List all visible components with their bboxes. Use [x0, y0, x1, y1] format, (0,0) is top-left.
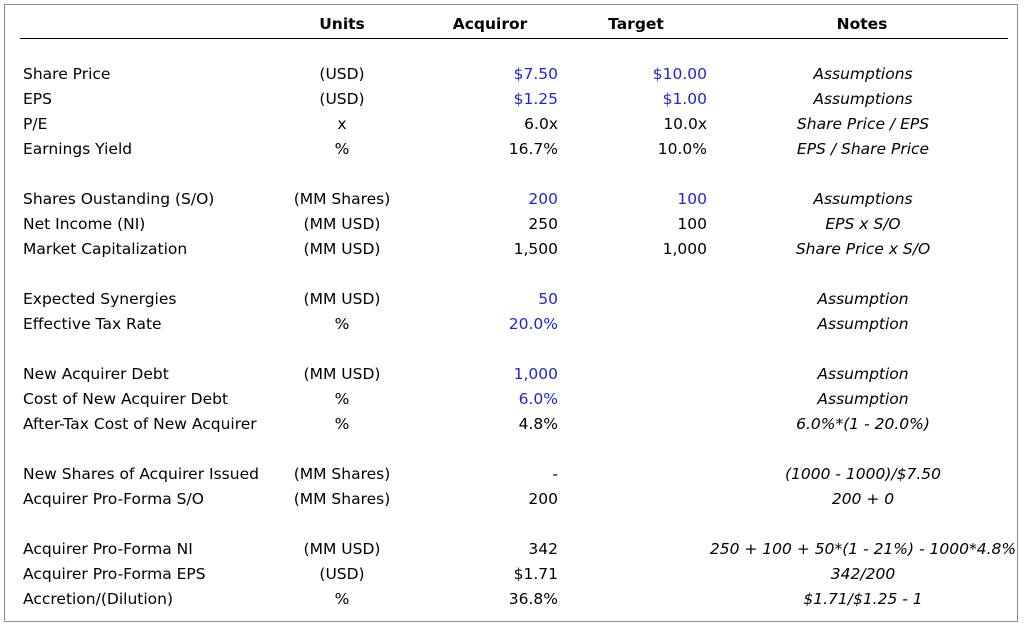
row-acquiror-value: 36.8% — [508, 590, 558, 608]
row-acquiror-value: 200 — [528, 490, 558, 508]
row-label: Share Price — [23, 65, 111, 83]
row-unit: % — [334, 140, 350, 158]
row-label: New Shares of Acquirer Issued — [23, 465, 259, 483]
row-note: Assumptions — [813, 190, 913, 208]
row-acquiror-value: $1.71 — [513, 565, 558, 583]
row-unit: (MM USD) — [303, 365, 381, 383]
row-unit: % — [334, 390, 350, 408]
row-unit: (MM Shares) — [293, 190, 391, 208]
row-unit: (USD) — [319, 90, 365, 108]
row-acquiror-value: 4.8% — [518, 415, 558, 433]
row-note: Share Price / EPS — [796, 115, 930, 133]
row-unit: % — [334, 590, 350, 608]
row-label: Acquirer Pro-Forma EPS — [23, 565, 206, 583]
row-note: (1000 - 1000)/$7.50 — [784, 465, 942, 483]
row-target-value: 10.0% — [657, 140, 707, 158]
row-acquiror-value: - — [552, 465, 558, 483]
row-label: Market Capitalization — [23, 240, 188, 258]
header-units: Units — [319, 15, 365, 33]
row-note: EPS x S/O — [825, 215, 901, 233]
row-note: Assumptions — [813, 90, 913, 108]
row-unit: % — [334, 415, 350, 433]
row-label: After-Tax Cost of New Acquirer — [23, 415, 257, 433]
row-note: EPS / Share Price — [796, 140, 930, 158]
row-acquiror-value: 50 — [538, 290, 558, 308]
table-frame — [4, 4, 1018, 622]
row-unit: (MM USD) — [303, 215, 381, 233]
row-label: P/E — [23, 115, 48, 133]
row-unit: % — [334, 315, 350, 333]
header-notes: Notes — [836, 15, 888, 33]
row-note: Assumption — [817, 365, 909, 383]
row-acquiror-value: 1,500 — [513, 240, 558, 258]
row-note: Assumption — [817, 290, 909, 308]
row-note: Assumptions — [813, 65, 913, 83]
row-acquiror-value: 250 — [528, 215, 558, 233]
row-note: 200 + 0 — [831, 490, 895, 508]
header-divider — [20, 38, 1008, 39]
row-target-value: $10.00 — [652, 65, 707, 83]
row-label: EPS — [23, 90, 52, 108]
row-note: $1.71/$1.25 - 1 — [803, 590, 923, 608]
row-unit: (MM USD) — [303, 290, 381, 308]
row-label: Cost of New Acquirer Debt — [23, 390, 229, 408]
row-unit: (MM Shares) — [293, 490, 391, 508]
row-target-value: 100 — [677, 215, 707, 233]
row-unit: (MM USD) — [303, 540, 381, 558]
row-acquiror-value: 1,000 — [513, 365, 558, 383]
row-target-value: $1.00 — [662, 90, 707, 108]
row-label: Shares Oustanding (S/O) — [23, 190, 215, 208]
row-acquiror-value: $7.50 — [513, 65, 558, 83]
row-label: Effective Tax Rate — [23, 315, 162, 333]
row-target-value: 100 — [677, 190, 707, 208]
row-acquiror-value: 6.0% — [518, 390, 558, 408]
row-note: 342/200 — [830, 565, 896, 583]
row-acquiror-value: 6.0x — [524, 115, 558, 133]
row-acquiror-value: 16.7% — [508, 140, 558, 158]
row-unit: (USD) — [319, 65, 365, 83]
header-acquiror: Acquiror — [452, 15, 528, 33]
row-unit: (MM USD) — [303, 240, 381, 258]
row-note: 6.0%*(1 - 20.0%) — [796, 415, 930, 433]
row-unit: x — [337, 115, 347, 133]
row-acquiror-value: $1.25 — [513, 90, 558, 108]
row-label: Acquirer Pro-Forma NI — [23, 540, 193, 558]
row-acquiror-value: 200 — [528, 190, 558, 208]
row-label: Expected Synergies — [23, 290, 177, 308]
row-acquiror-value: 20.0% — [508, 315, 558, 333]
row-label: Net Income (NI) — [23, 215, 146, 233]
row-target-value: 10.0x — [663, 115, 707, 133]
row-label: New Acquirer Debt — [23, 365, 169, 383]
row-acquiror-value: 342 — [528, 540, 558, 558]
row-target-value: 1,000 — [662, 240, 707, 258]
row-label: Accretion/(Dilution) — [23, 590, 174, 608]
row-unit: (USD) — [319, 565, 365, 583]
row-unit: (MM Shares) — [293, 465, 391, 483]
row-note: Assumption — [817, 315, 909, 333]
header-target: Target — [608, 15, 664, 33]
row-note: Assumption — [817, 390, 909, 408]
row-note: Share Price x S/O — [795, 240, 931, 258]
row-label: Earnings Yield — [23, 140, 133, 158]
row-note: 250 + 100 + 50*(1 - 21%) - 1000*4.8% — [709, 540, 1017, 558]
row-label: Acquirer Pro-Forma S/O — [23, 490, 204, 508]
